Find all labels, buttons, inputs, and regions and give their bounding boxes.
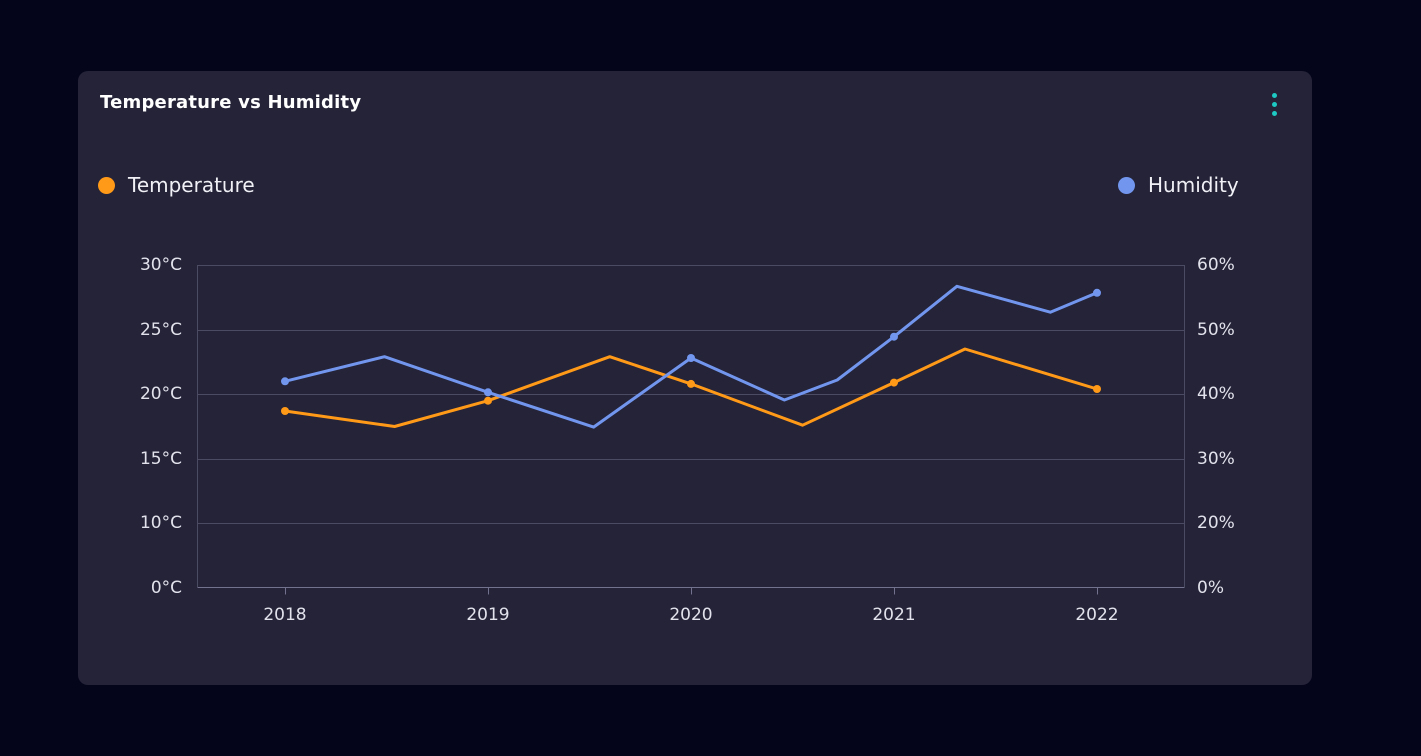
x-axis-label: 2020 — [669, 605, 713, 625]
kebab-dot-icon — [1271, 110, 1277, 116]
kebab-dot-icon — [1271, 92, 1277, 98]
legend-label-temperature: Temperature — [128, 173, 255, 197]
y-axis-label: 15°C — [139, 448, 182, 469]
data-point-humidity-2020[interactable] — [687, 354, 695, 362]
y-axis-label: 30% — [1197, 448, 1235, 469]
y-axis-label: 25°C — [139, 319, 182, 340]
data-point-temperature-2021[interactable] — [890, 378, 898, 387]
data-point-temperature-2018[interactable] — [281, 407, 289, 415]
data-point-temperature-2022[interactable] — [1093, 385, 1101, 393]
chart-card: Temperature vs Humidity Temperature Humi… — [78, 71, 1312, 685]
data-point-humidity-2022[interactable] — [1093, 288, 1101, 297]
y-axis-label: 0°C — [150, 578, 182, 598]
y-axis-right: 60% 50% 40% 30% 20% 0% — [1197, 255, 1277, 615]
chart-title: Temperature vs Humidity — [100, 92, 362, 113]
legend-item-temperature[interactable]: Temperature — [98, 173, 255, 197]
legend-item-humidity[interactable]: Humidity — [1118, 173, 1239, 197]
x-axis: 2018 2019 2020 2021 2022 — [197, 602, 1185, 632]
y-axis-left: 30°C 25°C 20°C 15°C 10°C 0°C — [96, 255, 182, 615]
x-axis-label: 2018 — [263, 605, 307, 625]
series-line-humidity[interactable] — [283, 284, 1099, 429]
y-axis-label: 60% — [1197, 255, 1235, 275]
more-options-button[interactable] — [1264, 89, 1284, 119]
y-axis-label: 20% — [1197, 513, 1235, 534]
y-axis-label: 40% — [1197, 384, 1235, 405]
data-point-humidity-2018[interactable] — [281, 377, 289, 386]
data-point-temperature-2020[interactable] — [687, 379, 695, 388]
temperature-swatch-icon — [98, 176, 115, 194]
x-axis-label: 2021 — [872, 605, 916, 625]
humidity-swatch-icon — [1118, 176, 1135, 194]
y-axis-label: 10°C — [139, 513, 182, 534]
y-axis-label: 0% — [1197, 578, 1224, 598]
y-axis-label: 30°C — [139, 255, 182, 275]
x-axis-label: 2022 — [1075, 605, 1119, 625]
y-axis-label: 20°C — [139, 384, 182, 405]
y-axis-label: 50% — [1197, 319, 1235, 340]
legend-label-humidity: Humidity — [1148, 173, 1239, 197]
data-point-humidity-2019[interactable] — [484, 388, 492, 397]
x-axis-label: 2019 — [466, 605, 510, 625]
chart-plot-area[interactable] — [197, 265, 1185, 601]
data-point-temperature-2019[interactable] — [484, 396, 492, 405]
kebab-dot-icon — [1271, 101, 1277, 107]
data-point-humidity-2021[interactable] — [890, 332, 898, 341]
